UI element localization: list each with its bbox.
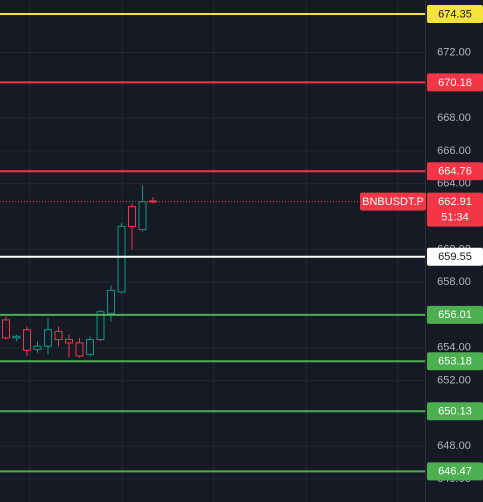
level-label-box — [427, 352, 483, 371]
level-label: 656.01 — [438, 309, 472, 321]
candle-body — [117, 225, 126, 293]
price-box — [427, 192, 483, 227]
countdown-label: 51:34 — [441, 212, 469, 224]
level-label: 650.13 — [438, 406, 472, 418]
level-label: 664.76 — [438, 166, 472, 178]
y-tick-label: 666.00 — [437, 145, 471, 157]
candle-body — [96, 311, 105, 341]
level-label-box — [427, 4, 483, 23]
level-label: 670.18 — [438, 77, 472, 89]
level-label-box — [427, 162, 483, 181]
candle-body — [23, 329, 31, 351]
vertical-grid — [29, 0, 399, 502]
level-label: 674.35 — [438, 8, 472, 20]
level-label: 653.18 — [438, 356, 472, 368]
candle-body — [107, 289, 115, 314]
y-tick-label: 654.00 — [437, 342, 471, 354]
y-tick-label: 658.00 — [437, 276, 471, 288]
candle-body — [65, 339, 73, 344]
level-label-box — [427, 73, 483, 92]
price-label: 662.91 — [438, 196, 472, 208]
y-tick-label: 664.00 — [437, 178, 471, 190]
candle-body — [75, 342, 84, 357]
candle-body — [12, 335, 21, 339]
y-tick-label: 652.00 — [437, 375, 471, 387]
candle-body — [86, 339, 94, 355]
candle-body — [128, 206, 136, 227]
symbol-label: BNBUSDT.P — [362, 196, 424, 208]
symbol-box — [360, 192, 426, 211]
y-tick-label: 668.00 — [437, 112, 471, 124]
y-tick-label: 648.00 — [437, 440, 471, 452]
level-label: 659.55 — [438, 251, 472, 263]
candle-body — [44, 329, 52, 347]
candle-body — [33, 345, 42, 350]
candle-body — [2, 319, 10, 339]
candle-body — [54, 330, 63, 341]
candle-body — [138, 201, 147, 231]
level-label-box — [427, 305, 483, 324]
level-label-box — [427, 462, 483, 481]
level-label-box — [427, 402, 483, 421]
level-label-box — [427, 247, 483, 266]
level-label: 646.47 — [438, 466, 472, 478]
y-tick-label: 672.00 — [437, 46, 471, 58]
